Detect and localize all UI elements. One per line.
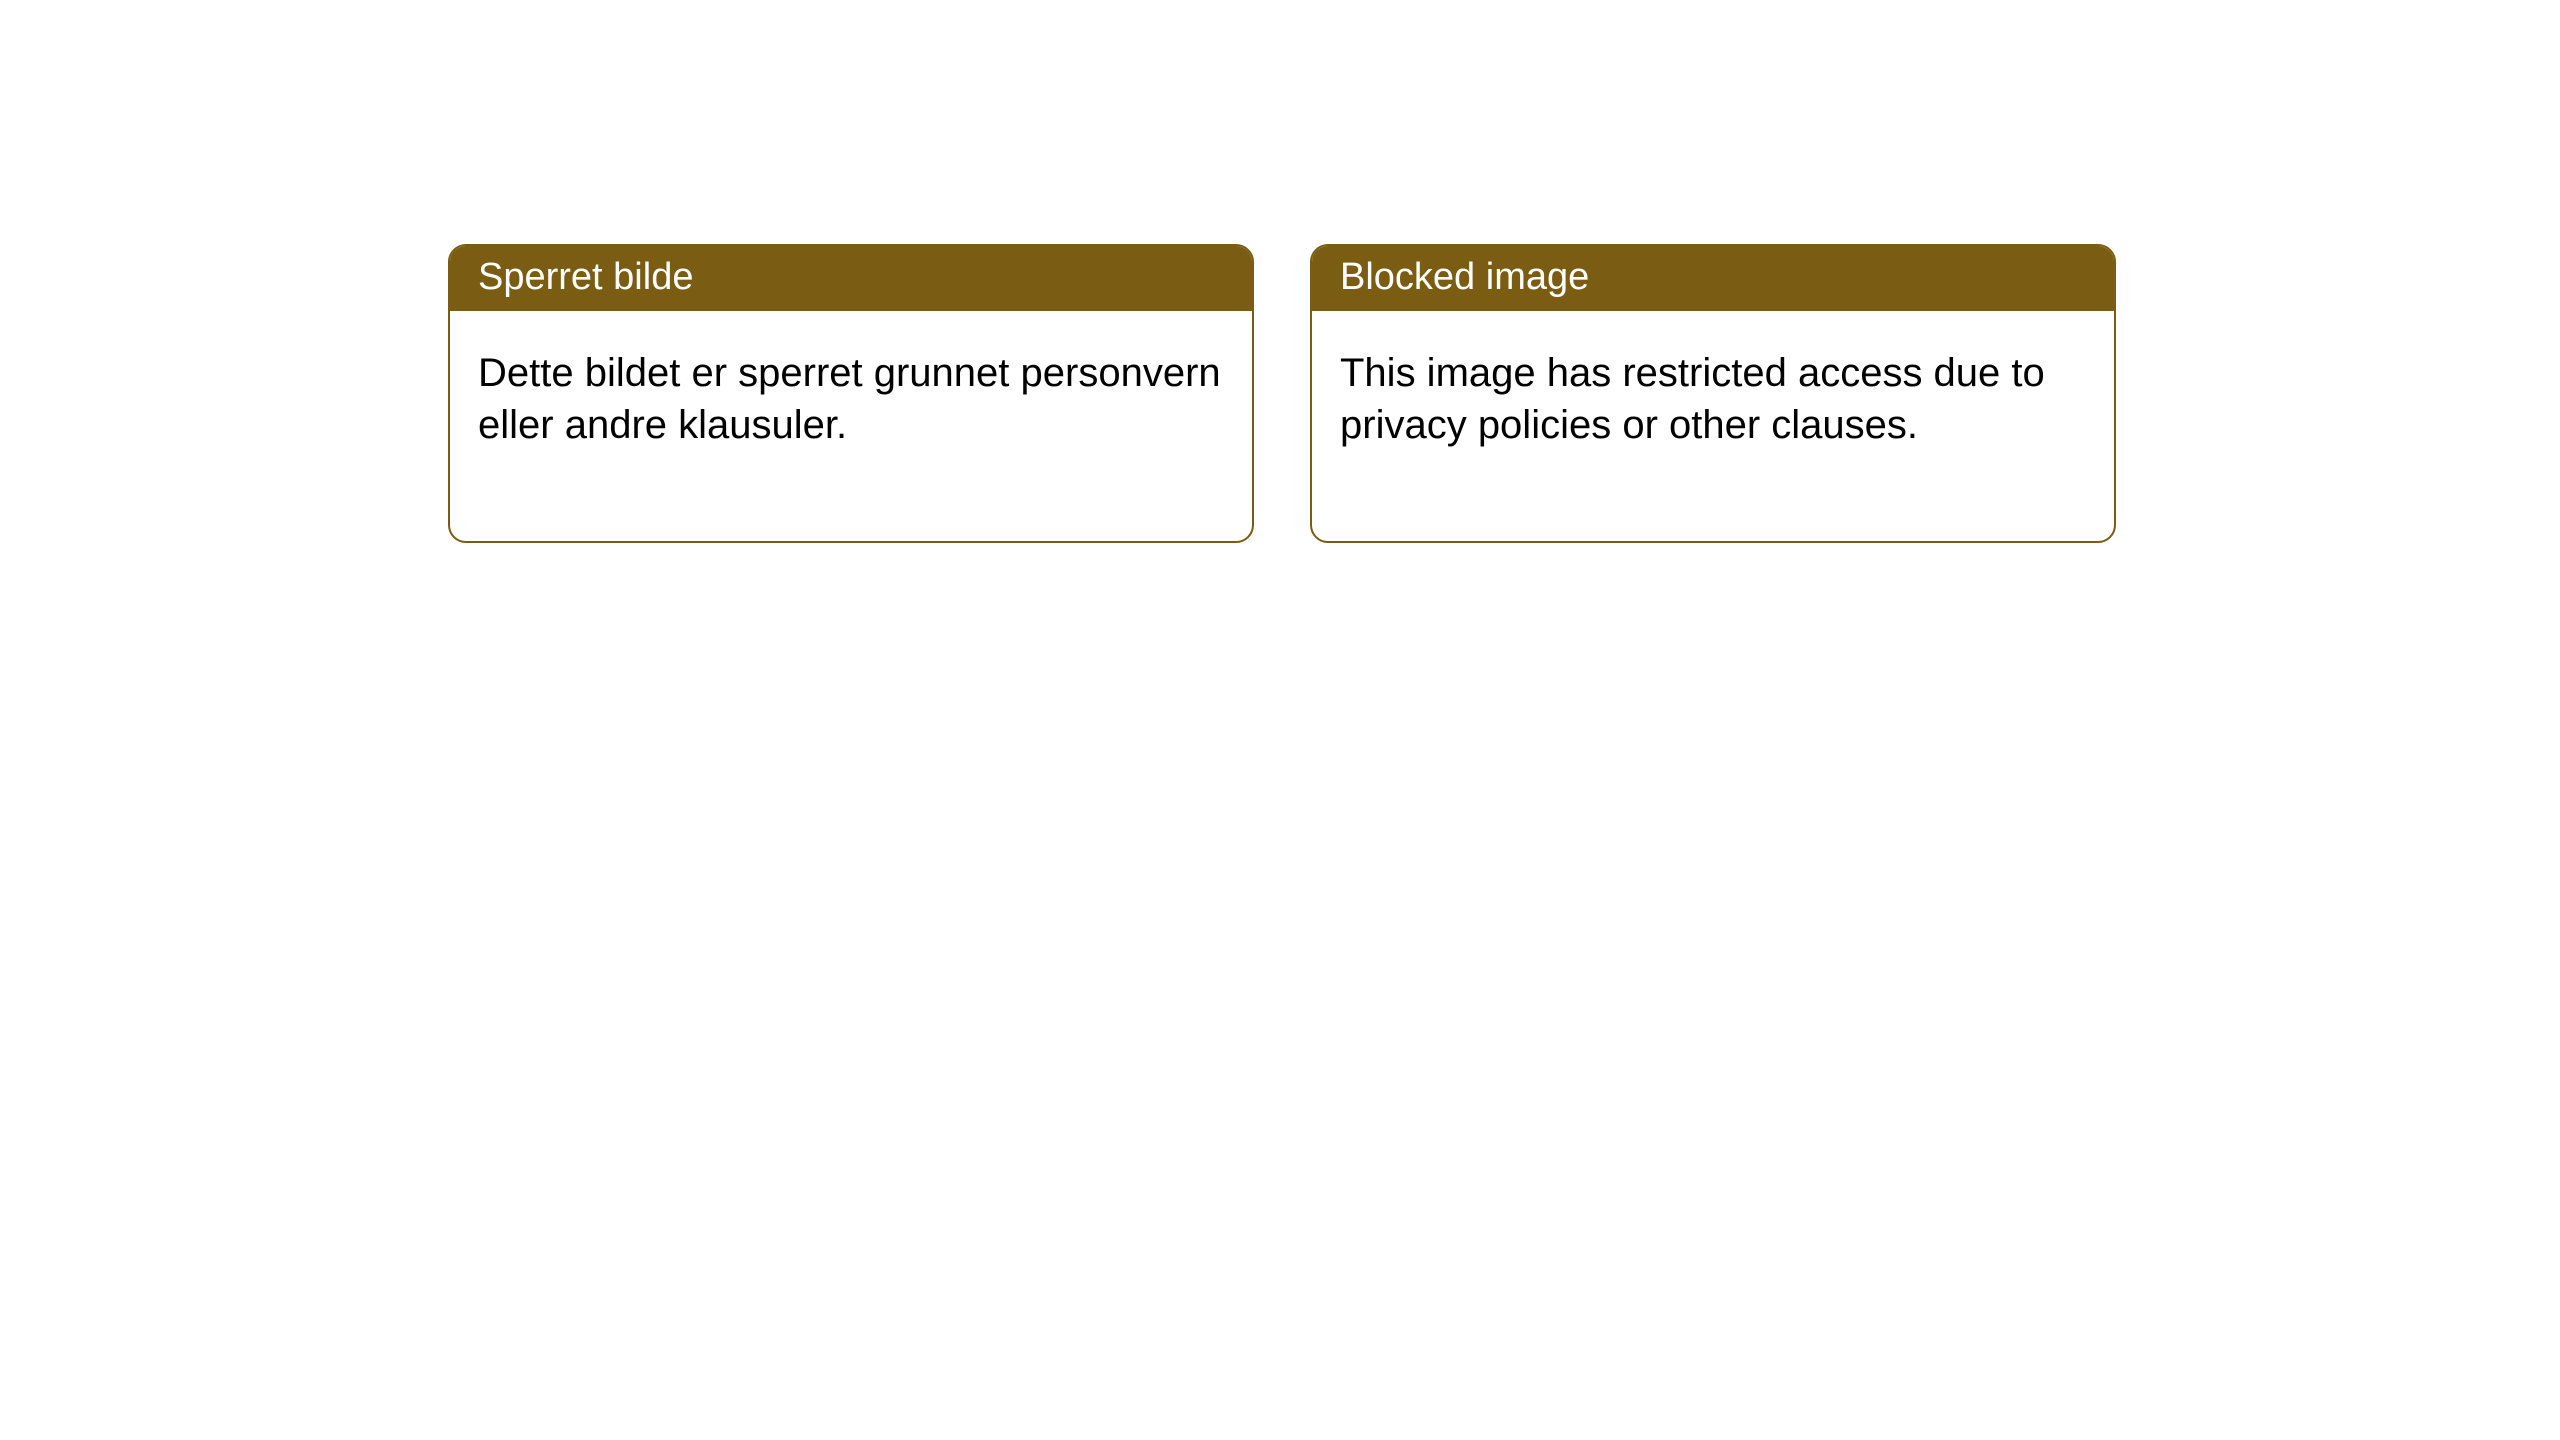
card-title-english: Blocked image bbox=[1312, 246, 2114, 311]
notice-container: Sperret bilde Dette bildet er sperret gr… bbox=[0, 0, 2560, 543]
blocked-image-card-english: Blocked image This image has restricted … bbox=[1310, 244, 2116, 543]
blocked-image-card-norwegian: Sperret bilde Dette bildet er sperret gr… bbox=[448, 244, 1254, 543]
card-title-norwegian: Sperret bilde bbox=[450, 246, 1252, 311]
card-body-norwegian: Dette bildet er sperret grunnet personve… bbox=[450, 311, 1252, 541]
card-body-english: This image has restricted access due to … bbox=[1312, 311, 2114, 541]
